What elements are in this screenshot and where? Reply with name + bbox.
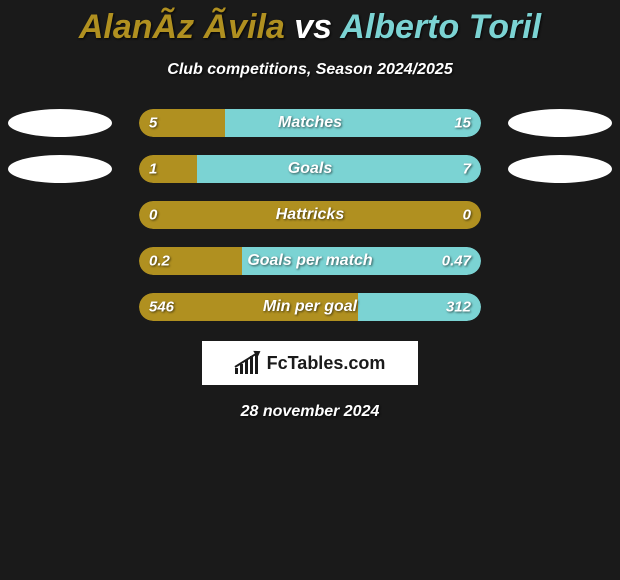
vs-text: vs (294, 8, 332, 46)
date: 28 november 2024 (0, 403, 620, 421)
subtitle: Club competitions, Season 2024/2025 (0, 61, 620, 79)
logo: FcTables.com (235, 352, 386, 374)
stat-label: Hattricks (139, 206, 481, 224)
logo-text: FcTables.com (267, 353, 386, 374)
player2-badge (508, 155, 612, 183)
stat-label: Goals per match (139, 252, 481, 270)
stat-value-left: 5 (149, 115, 157, 132)
stat-row: Goals1 7 (0, 155, 620, 183)
logo-chart-icon (235, 352, 263, 374)
stat-label: Goals (139, 160, 481, 178)
player2-badge (508, 109, 612, 137)
stat-row: Hattricks0 0 (0, 201, 620, 229)
stat-value-right: 312 (446, 299, 471, 316)
stat-value-right: 15 (454, 115, 471, 132)
stat-row: Min per goal546 312 (0, 293, 620, 321)
player1-badge (8, 109, 112, 137)
player2-name: Alberto Toril (340, 8, 541, 46)
stat-bar: Goals1 7 (139, 155, 481, 183)
stat-value-right: 7 (463, 161, 471, 178)
stat-row: Goals per match0.2 0.47 (0, 247, 620, 275)
stat-label: Matches (139, 114, 481, 132)
player1-name: AlanÃz Ãvila (79, 8, 285, 46)
player1-badge (8, 155, 112, 183)
comparison-title: AlanÃz Ãvila vs Alberto Toril (0, 0, 620, 47)
stat-value-left: 0 (149, 207, 157, 224)
stat-value-right: 0 (463, 207, 471, 224)
stat-bar: Matches5 15 (139, 109, 481, 137)
stat-value-left: 546 (149, 299, 174, 316)
stat-value-right: 0.47 (442, 253, 471, 270)
stat-label: Min per goal (139, 298, 481, 316)
stat-row: Matches5 15 (0, 109, 620, 137)
stats-container: Matches5 15 Goals1 7 Hattricks0 0 Goals per ma… (0, 109, 620, 321)
stat-bar: Min per goal546 312 (139, 293, 481, 321)
stat-value-left: 1 (149, 161, 157, 178)
stat-bar: Goals per match0.2 0.47 (139, 247, 481, 275)
stat-bar: Hattricks0 0 (139, 201, 481, 229)
stat-value-left: 0.2 (149, 253, 170, 270)
logo-box: FcTables.com (202, 341, 418, 385)
